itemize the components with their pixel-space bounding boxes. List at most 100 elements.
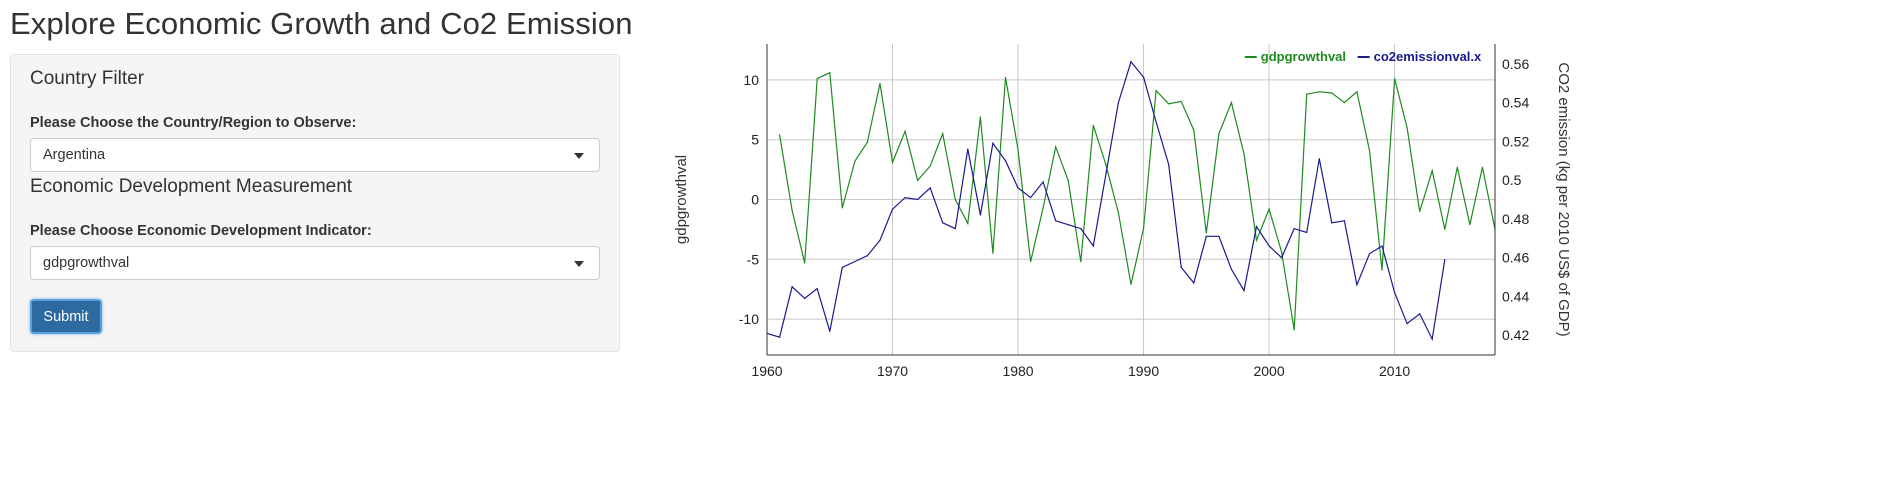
data-point-co2emissionval.x — [1393, 291, 1396, 294]
data-point-co2emissionval.x — [979, 214, 981, 216]
data-point-gdpgrowthval — [1080, 261, 1082, 263]
data-point-co2emissionval.x — [904, 196, 906, 199]
data-point-co2emissionval.x — [816, 288, 818, 290]
data-point-co2emissionval.x — [1368, 253, 1371, 255]
legend-label: co2emissionval.x — [1374, 49, 1482, 64]
y-tick-label: -10 — [739, 311, 759, 327]
data-point-gdpgrowthval — [778, 134, 781, 136]
sidebar-panel: Country Filter Please Choose the Country… — [10, 54, 620, 352]
y2-axis-title: CO2 emission (kg per 2010 US$ of GDP) — [1555, 62, 1572, 336]
y2-tick-label: 0.44 — [1502, 288, 1529, 304]
data-point-gdpgrowthval — [1230, 102, 1233, 104]
data-point-co2emissionval.x — [967, 148, 969, 150]
data-point-gdpgrowthval — [791, 209, 793, 211]
country-select[interactable]: Argentina — [30, 138, 600, 172]
data-point-gdpgrowthval — [1381, 269, 1383, 271]
data-point-co2emissionval.x — [942, 222, 944, 224]
data-point-gdpgrowthval — [1318, 91, 1320, 93]
data-point-gdpgrowthval — [1356, 91, 1358, 93]
page-title: Explore Economic Growth and Co2 Emission — [10, 6, 633, 41]
submit-button[interactable]: Submit — [30, 299, 102, 334]
data-point-co2emissionval.x — [929, 187, 931, 189]
data-point-gdpgrowthval — [879, 82, 881, 85]
data-point-gdpgrowthval — [1180, 100, 1182, 103]
data-point-gdpgrowthval — [1431, 170, 1433, 172]
data-point-gdpgrowthval — [1092, 124, 1094, 126]
data-point-gdpgrowthval — [1268, 208, 1270, 210]
data-point-co2emissionval.x — [1117, 101, 1120, 104]
data-point-co2emissionval.x — [1205, 235, 1207, 237]
data-point-gdpgrowthval — [992, 252, 994, 254]
data-point-gdpgrowthval — [1029, 261, 1032, 263]
x-tick-label: 1990 — [1128, 363, 1159, 379]
data-point-co2emissionval.x — [841, 266, 843, 268]
data-point-co2emissionval.x — [778, 336, 781, 338]
data-point-gdpgrowthval — [841, 207, 843, 209]
data-point-co2emissionval.x — [917, 198, 919, 201]
data-point-co2emissionval.x — [1293, 227, 1295, 230]
data-point-gdpgrowthval — [829, 72, 831, 74]
chevron-down-icon — [574, 153, 584, 159]
data-point-co2emissionval.x — [1356, 284, 1358, 286]
data-point-co2emissionval.x — [1381, 245, 1383, 247]
y-tick-label: 5 — [751, 132, 759, 148]
data-point-gdpgrowthval — [1306, 93, 1308, 95]
data-point-gdpgrowthval — [1406, 127, 1408, 129]
data-point-co2emissionval.x — [1306, 231, 1308, 234]
data-point-co2emissionval.x — [866, 255, 869, 257]
data-point-co2emissionval.x — [1092, 245, 1094, 247]
y2-tick-label: 0.56 — [1502, 56, 1529, 72]
data-point-gdpgrowthval — [1281, 251, 1283, 253]
country-select-value: Argentina — [43, 147, 106, 163]
y-tick-label: 0 — [751, 192, 759, 208]
data-point-gdpgrowthval — [1142, 227, 1145, 229]
data-point-co2emissionval.x — [1042, 181, 1044, 183]
data-point-co2emissionval.x — [1230, 268, 1233, 270]
data-point-gdpgrowthval — [1419, 210, 1421, 213]
data-point-gdpgrowthval — [866, 141, 869, 143]
legend-label: gdpgrowthval — [1261, 49, 1346, 64]
data-point-co2emissionval.x — [829, 330, 831, 332]
data-point-co2emissionval.x — [854, 260, 856, 263]
x-tick-label: 1960 — [751, 363, 782, 379]
data-point-gdpgrowthval — [1168, 103, 1170, 105]
indicator-section-title: Economic Development Measurement — [30, 176, 353, 197]
x-tick-label: 2000 — [1253, 363, 1284, 379]
data-point-gdpgrowthval — [1255, 239, 1258, 241]
data-point-gdpgrowthval — [1343, 102, 1345, 104]
y2-tick-label: 0.48 — [1502, 211, 1529, 227]
data-point-gdpgrowthval — [1368, 149, 1371, 152]
x-tick-label: 2010 — [1379, 363, 1410, 379]
chart-container: 1960 1970 1980 1990 2000 2010 -10 -5 0 5 10 0.42 0.4… — [660, 40, 1901, 478]
grid-lines — [766, 44, 1495, 355]
data-point-co2emissionval.x — [891, 208, 894, 210]
chart-legend: co2emissionval.x gdpgrowthval — [1244, 49, 1482, 64]
data-point-gdpgrowthval — [804, 262, 806, 264]
data-point-co2emissionval.x — [1218, 235, 1220, 237]
country-section-title: Country Filter — [30, 68, 145, 89]
data-point-co2emissionval.x — [1343, 220, 1345, 222]
data-point-co2emissionval.x — [1331, 222, 1333, 224]
indicator-label: Please Choose Economic Development Indic… — [30, 223, 372, 239]
y-tick-label: 10 — [743, 72, 759, 88]
data-point-gdpgrowthval — [917, 179, 919, 181]
data-point-gdpgrowthval — [1393, 78, 1396, 80]
data-point-gdpgrowthval — [1293, 329, 1295, 331]
country-label: Please Choose the Country/Region to Obse… — [30, 115, 357, 131]
data-point-co2emissionval.x — [1419, 313, 1421, 315]
data-point-co2emissionval.x — [1243, 290, 1245, 292]
data-point-gdpgrowthval — [816, 78, 818, 80]
indicator-select[interactable]: gdpgrowthval — [30, 246, 600, 280]
y2-tick-label: 0.5 — [1502, 172, 1522, 188]
y2-tick-label: 0.52 — [1502, 133, 1529, 149]
data-point-co2emissionval.x — [1004, 160, 1007, 162]
y-tick-label: -5 — [747, 251, 760, 267]
data-point-gdpgrowthval — [1155, 90, 1157, 92]
data-point-gdpgrowthval — [1042, 207, 1044, 209]
data-point-gdpgrowthval — [979, 116, 981, 118]
data-point-co2emissionval.x — [1444, 259, 1446, 261]
data-point-co2emissionval.x — [1168, 163, 1170, 166]
data-point-co2emissionval.x — [1406, 322, 1408, 325]
data-point-gdpgrowthval — [1444, 228, 1446, 231]
data-point-co2emissionval.x — [791, 286, 793, 288]
